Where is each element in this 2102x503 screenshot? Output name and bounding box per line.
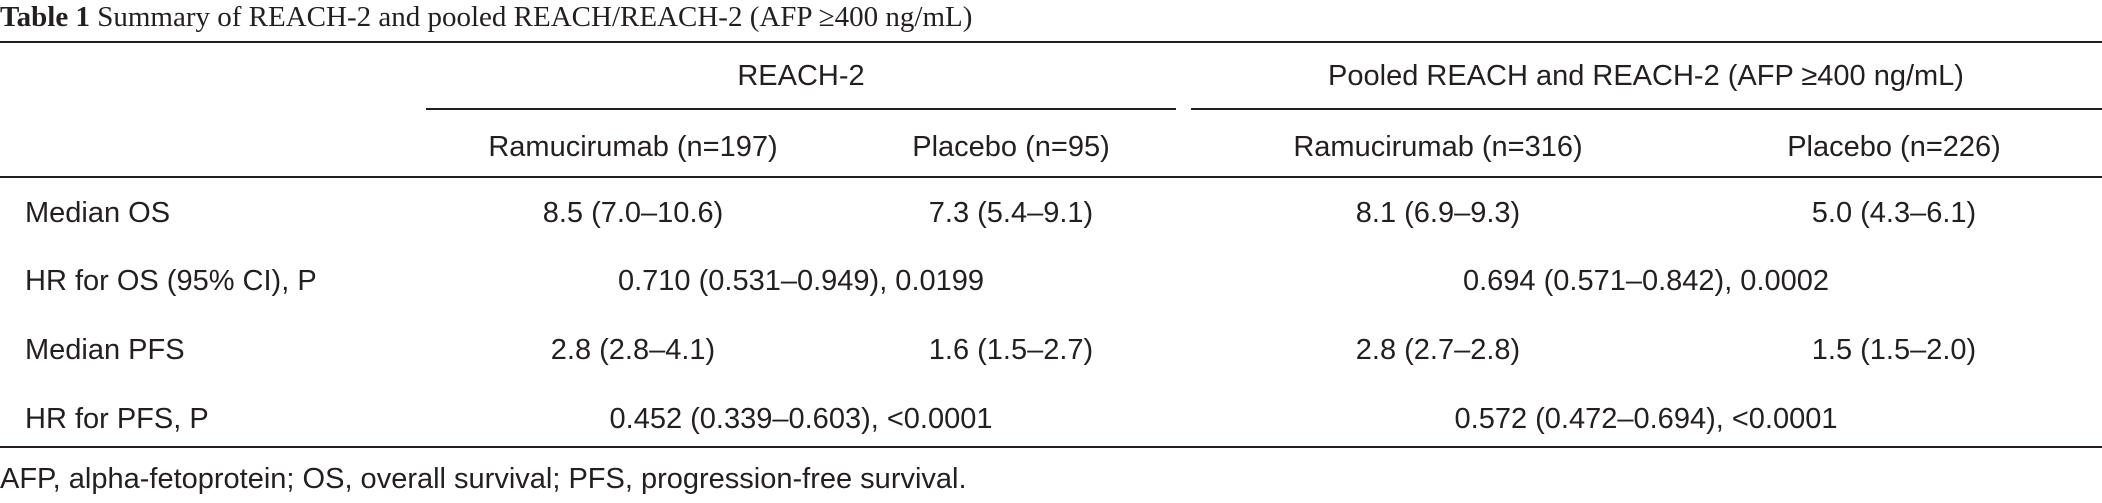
table-cell: 5.0 (4.3–6.1) xyxy=(1811,197,1977,229)
top-rule xyxy=(0,41,2102,43)
table-bottom-rule xyxy=(0,446,2102,448)
row-label-median-os: Median OS xyxy=(25,197,171,229)
table-caption-text: Summary of REACH-2 and pooled REACH/REAC… xyxy=(97,1,973,33)
column-header-ramucirumab-pooled: Ramucirumab (n=316) xyxy=(1293,131,1583,163)
row-label-median-pfs: Median PFS xyxy=(25,334,185,366)
table-cell-merged: 0.572 (0.472–0.694), <0.0001 xyxy=(1454,403,1838,435)
table-cell: 8.1 (6.9–9.3) xyxy=(1355,197,1521,229)
table-caption: Table 1 Summary of REACH-2 and pooled RE… xyxy=(0,0,972,38)
row-label-hr-pfs: HR for PFS, P xyxy=(25,403,209,435)
table-footnote: AFP, alpha-fetoprotein; OS, overall surv… xyxy=(0,463,967,495)
column-header-placebo-pooled: Placebo (n=226) xyxy=(1787,131,2001,163)
column-header-placebo-reach2: Placebo (n=95) xyxy=(912,131,1110,163)
table-caption-label: Table 1 xyxy=(0,1,90,33)
table-cell: 2.8 (2.7–2.8) xyxy=(1355,334,1521,366)
table-cell: 7.3 (5.4–9.1) xyxy=(928,197,1094,229)
table-cell: 8.5 (7.0–10.6) xyxy=(542,197,724,229)
pooled-group-rule xyxy=(1191,108,2102,110)
table-cell-merged: 0.694 (0.571–0.842), 0.0002 xyxy=(1462,265,1830,297)
table-cell: 1.6 (1.5–2.7) xyxy=(928,334,1094,366)
table-cell-merged: 0.452 (0.339–0.603), <0.0001 xyxy=(609,403,993,435)
header-bottom-rule xyxy=(0,176,2102,178)
table-cell: 1.5 (1.5–2.0) xyxy=(1811,334,1977,366)
table-cell-merged: 0.710 (0.531–0.949), 0.0199 xyxy=(617,265,985,297)
reach2-group-rule xyxy=(426,108,1176,110)
group-header-reach2: REACH-2 xyxy=(737,60,865,92)
row-label-hr-os: HR for OS (95% CI), P xyxy=(25,265,317,297)
table-cell: 2.8 (2.8–4.1) xyxy=(550,334,716,366)
group-header-pooled: Pooled REACH and REACH-2 (AFP ≥400 ng/mL… xyxy=(1328,60,1964,92)
column-header-ramucirumab-reach2: Ramucirumab (n=197) xyxy=(488,131,778,163)
